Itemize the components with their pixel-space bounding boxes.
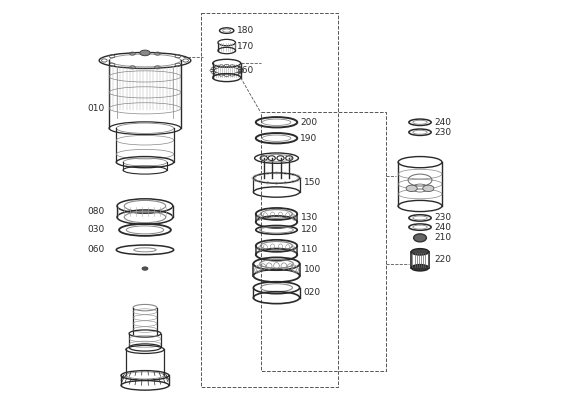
Text: 060: 060 [87, 245, 105, 254]
Text: 150: 150 [303, 178, 321, 186]
Text: 100: 100 [303, 265, 321, 274]
Text: 180: 180 [237, 26, 254, 35]
Text: 160: 160 [237, 66, 254, 75]
Text: 080: 080 [87, 207, 105, 216]
Text: 010: 010 [87, 104, 105, 113]
Text: 110: 110 [301, 245, 319, 254]
Ellipse shape [423, 185, 434, 192]
Text: 240: 240 [434, 223, 451, 232]
Text: 230: 230 [434, 128, 451, 137]
Ellipse shape [414, 234, 427, 242]
Text: 230: 230 [434, 214, 451, 222]
Ellipse shape [411, 249, 429, 255]
Text: 130: 130 [301, 213, 319, 222]
Ellipse shape [142, 267, 148, 270]
Text: 170: 170 [237, 42, 254, 51]
Ellipse shape [406, 185, 418, 192]
Text: 020: 020 [303, 288, 321, 297]
Text: 210: 210 [434, 233, 451, 242]
Text: 190: 190 [301, 134, 318, 143]
Text: 120: 120 [301, 225, 318, 234]
Text: 200: 200 [301, 118, 318, 127]
Text: 220: 220 [434, 255, 451, 264]
Ellipse shape [140, 50, 150, 56]
Text: 240: 240 [434, 118, 451, 127]
Ellipse shape [411, 264, 429, 271]
Text: 030: 030 [87, 225, 105, 234]
